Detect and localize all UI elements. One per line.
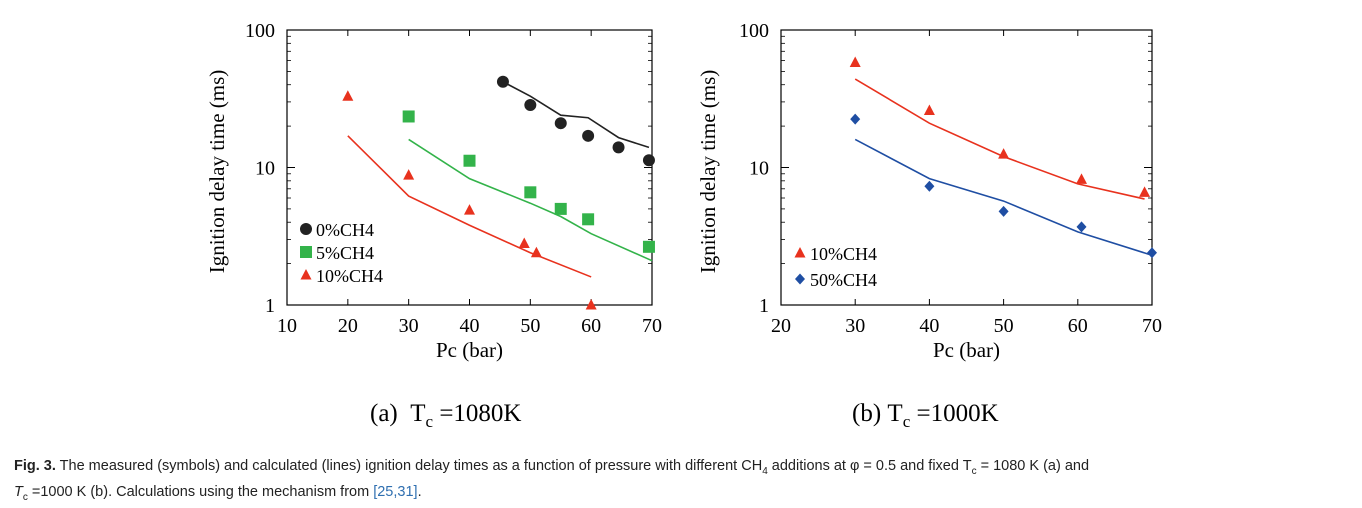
- data-point: [1076, 173, 1088, 184]
- caption-sub-c: c: [971, 465, 977, 477]
- legend-label: 5%CH4: [316, 243, 374, 263]
- panel-b-chart: 20 30 40 50 60 70 1 10 100 Pc (bar) Ignition delay…: [696, 20, 1162, 362]
- x-tick-label: 60: [581, 315, 601, 337]
- caption-T-sub: c: [22, 491, 28, 503]
- plot-frame: [286, 29, 653, 306]
- y-tick-label: 100: [739, 20, 769, 42]
- x-tick-label: 70: [642, 315, 662, 337]
- series-10%CH4: [849, 56, 1151, 200]
- y-axis-label: Ignition delay time (ms): [205, 70, 229, 274]
- caption-sub-4: 4: [762, 465, 768, 477]
- data-point: [1076, 221, 1087, 233]
- caption-line-2: Tc =1000 K (b). Calculations using the m…: [14, 482, 1359, 508]
- x-tick-label: 40: [460, 315, 480, 337]
- model-line: [854, 78, 1145, 200]
- data-point: [582, 129, 595, 142]
- data-point: [998, 205, 1009, 217]
- model-line: [408, 138, 653, 262]
- data-point: [524, 186, 537, 199]
- panel-a-label-tag: (a): [370, 400, 398, 427]
- data-point: [1147, 247, 1157, 259]
- caption-text-2: =1000 K (b). Calculations using the mech…: [27, 483, 374, 500]
- series-10%CH4: [342, 90, 597, 310]
- data-point: [642, 240, 655, 253]
- y-tick-label: 100: [245, 20, 275, 42]
- data-point: [849, 56, 861, 68]
- x-axis-label: Pc (bar): [436, 338, 503, 362]
- model-line: [347, 135, 592, 278]
- data-point: [554, 117, 567, 130]
- x-tick-label: 60: [1068, 315, 1088, 337]
- caption-line-1: Fig. 3. The measured (symbols) and calcu…: [14, 456, 1359, 482]
- model-line: [854, 138, 1153, 257]
- panel-a-label-sub: c: [425, 412, 434, 431]
- figure-caption: Fig. 3. The measured (symbols) and calcu…: [14, 456, 1359, 508]
- data-point: [582, 213, 595, 226]
- x-tick-label: 30: [845, 315, 865, 337]
- x-tick-label: 40: [919, 315, 939, 337]
- data-point: [1139, 186, 1151, 197]
- caption-reference-link[interactable]: [25,31]: [373, 483, 418, 500]
- data-point: [850, 113, 861, 125]
- y-tick-label: 1: [265, 295, 275, 317]
- panel-b-label-T: T: [887, 400, 903, 427]
- caption-text-1: The measured (symbols) and calculated (l…: [55, 458, 763, 474]
- caption-T: T: [14, 483, 23, 500]
- data-point: [464, 204, 475, 215]
- x-tick-label: 50: [520, 315, 540, 337]
- panel-a-label: (a) Tc =1080K: [370, 400, 521, 432]
- legend-marker: [300, 223, 312, 235]
- series-0%CH4: [496, 75, 655, 167]
- y-axis-label: Ignition delay time (ms): [696, 70, 720, 274]
- caption-text-1c: = 1080 K (a) and: [976, 458, 1090, 474]
- x-tick-label: 30: [399, 315, 419, 337]
- legend-marker: [300, 269, 312, 280]
- x-tick-label: 20: [771, 315, 791, 337]
- series-5%CH4: [402, 110, 655, 262]
- caption-text-2c: .: [417, 483, 422, 500]
- legend-label: 50%CH4: [810, 270, 877, 290]
- caption-text-1b: additions at φ = 0.5 and fixed T: [767, 458, 972, 474]
- data-point: [998, 148, 1010, 159]
- panel-b-label-sub: c: [902, 412, 911, 431]
- data-point: [518, 237, 530, 249]
- legend-label: 10%CH4: [316, 266, 383, 286]
- data-point: [530, 246, 542, 258]
- y-tick-label: 10: [255, 158, 275, 180]
- panel-b-label: (b) Tc =1000K: [852, 400, 999, 432]
- legend-marker: [794, 247, 806, 258]
- panel-b-label-value: =1000K: [910, 400, 999, 427]
- y-tick-label: 10: [749, 158, 769, 180]
- legend-label: 0%CH4: [316, 220, 374, 240]
- data-point: [585, 299, 597, 310]
- legend-marker: [300, 246, 312, 258]
- y-tick-label: 1: [759, 295, 769, 317]
- series-50%CH4: [850, 113, 1157, 259]
- data-point: [612, 141, 625, 154]
- data-point: [403, 169, 415, 180]
- panel-b-label-tag: (b): [852, 400, 882, 427]
- x-tick-label: 20: [338, 315, 358, 337]
- data-point: [554, 202, 567, 215]
- x-tick-label: 70: [1142, 315, 1162, 337]
- x-tick-label: 10: [277, 315, 297, 337]
- data-point: [524, 98, 537, 111]
- x-axis-label: Pc (bar): [933, 338, 1000, 362]
- x-tick-label: 50: [994, 315, 1014, 337]
- model-line: [502, 81, 650, 149]
- caption-fig-label: Fig. 3.: [14, 458, 56, 474]
- data-point: [923, 104, 935, 115]
- legend-label: 10%CH4: [810, 244, 877, 264]
- data-point: [924, 180, 935, 192]
- legend-marker: [795, 273, 805, 285]
- data-point: [496, 75, 509, 88]
- panel-a-label-T: T: [410, 400, 426, 427]
- panel-a-label-value: =1080K: [433, 400, 522, 427]
- data-point: [402, 110, 415, 123]
- data-point: [642, 154, 655, 167]
- data-point: [463, 154, 476, 167]
- data-point: [342, 90, 354, 101]
